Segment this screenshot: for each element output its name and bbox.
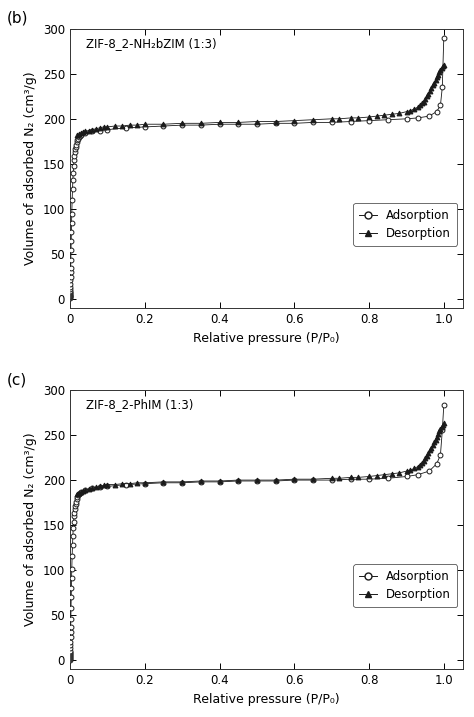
- Text: (b): (b): [7, 11, 28, 26]
- Legend: Adsorption, Desorption: Adsorption, Desorption: [353, 564, 457, 607]
- X-axis label: Relative pressure (P/P₀): Relative pressure (P/P₀): [193, 693, 340, 706]
- Text: ZIF-8_2-NH₂bZIM (1:3): ZIF-8_2-NH₂bZIM (1:3): [86, 37, 216, 50]
- Y-axis label: Volume of adsorbed N₂ (cm³/g): Volume of adsorbed N₂ (cm³/g): [24, 433, 37, 627]
- Text: ZIF-8_2-PhIM (1:3): ZIF-8_2-PhIM (1:3): [86, 398, 193, 412]
- X-axis label: Relative pressure (P/P₀): Relative pressure (P/P₀): [193, 331, 340, 345]
- Text: (c): (c): [7, 372, 27, 387]
- Legend: Adsorption, Desorption: Adsorption, Desorption: [353, 203, 457, 246]
- Y-axis label: Volume of adsorbed N₂ (cm³/g): Volume of adsorbed N₂ (cm³/g): [24, 72, 37, 265]
